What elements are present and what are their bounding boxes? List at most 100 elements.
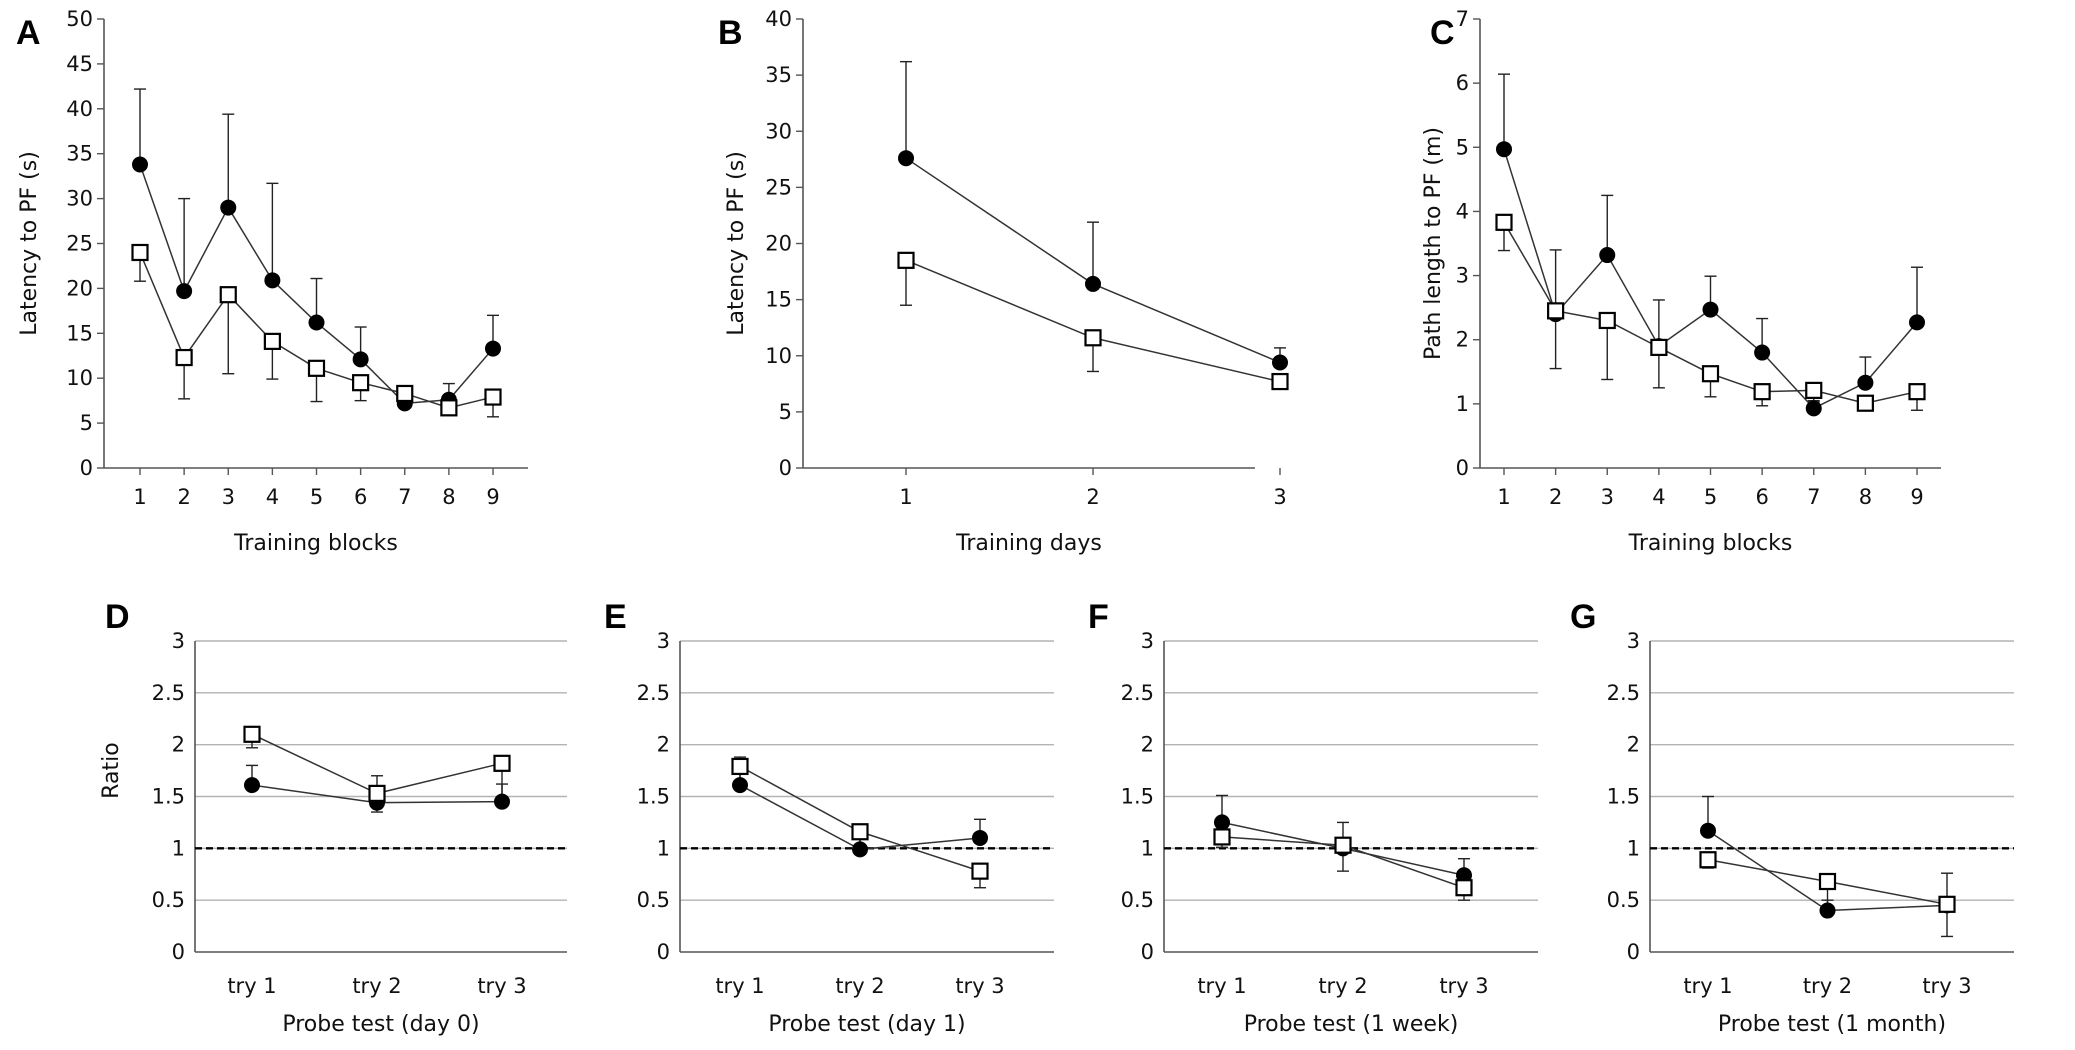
- x-axis-label: Training blocks: [1628, 531, 1793, 556]
- panel-d: 0 0.5 1 1.5 2 2.5 3 try 1 try 2 try 3 Probe test (…: [99, 598, 567, 1037]
- x-tick-label: 3: [222, 485, 235, 509]
- x-tick-label: 8: [1859, 485, 1872, 509]
- x-tick-label: 5: [1704, 485, 1717, 509]
- data-point-filled: [1496, 141, 1512, 158]
- data-point-filled: [244, 777, 260, 794]
- panel-letter: D: [105, 598, 130, 636]
- y-tick-label: 25: [765, 175, 792, 199]
- data-point-open: [731, 757, 749, 776]
- data-point-open: [1334, 836, 1352, 854]
- data-point-open: [440, 399, 458, 417]
- x-tick-label: 2: [1549, 485, 1562, 509]
- x-axis-label: Probe test (1 week): [1244, 1012, 1459, 1037]
- y-tick-label: 2: [1141, 733, 1154, 757]
- data-point-filled: [352, 351, 369, 368]
- data-point-open: [1805, 381, 1823, 399]
- data-point-open: [368, 784, 386, 802]
- y-tick-label: 2: [172, 733, 185, 757]
- panel-g: 0 0.5 1 1.5 2 2.5 3 try 1 try 2 try 3 Probe test (…: [1570, 598, 2014, 1037]
- y-tick-label: 0: [80, 456, 93, 480]
- data-point-open: [484, 388, 502, 406]
- data-point-open: [1455, 879, 1473, 897]
- data-point-filled: [176, 283, 193, 300]
- data-point-filled: [494, 793, 510, 810]
- data-point-filled: [1214, 814, 1230, 831]
- y-tick-label: 2: [1627, 733, 1640, 757]
- x-tick-label: 1: [133, 485, 146, 509]
- y-tick-label: 10: [765, 344, 792, 368]
- x-tick-label: 5: [310, 485, 323, 509]
- data-point-open: [352, 374, 370, 392]
- x-tick-label: try 2: [835, 974, 884, 998]
- x-tick-label: try 1: [715, 974, 764, 998]
- y-tick-label: 0.5: [152, 888, 185, 912]
- x-tick-label: 2: [177, 485, 190, 509]
- panel-e: 0 0.5 1 1.5 2 2.5 3 try 1 try 2 try 3 Probe test (…: [604, 598, 1054, 1037]
- y-tick-label: 5: [779, 400, 792, 424]
- panel-letter: G: [1570, 598, 1596, 636]
- data-point-open: [175, 348, 193, 367]
- data-point-filled: [220, 199, 237, 216]
- y-tick-label: 35: [765, 63, 792, 87]
- panel-letter: A: [16, 14, 41, 52]
- data-point-filled: [485, 340, 501, 357]
- y-tick-label: 1.5: [637, 785, 670, 809]
- y-tick-label: 0.5: [637, 888, 670, 912]
- panel-letter: C: [1430, 14, 1455, 52]
- x-tick-label: 1: [1497, 485, 1510, 509]
- x-tick-label: 7: [398, 485, 411, 509]
- y-tick-label: 4: [1456, 199, 1469, 223]
- y-tick-label: 5: [80, 411, 93, 435]
- y-tick-label: 15: [66, 321, 93, 345]
- y-tick-label: 30: [765, 119, 792, 143]
- panel-letter: E: [604, 598, 627, 636]
- x-tick-label: 7: [1807, 485, 1820, 509]
- y-axis-label: Latency to PF (s): [17, 151, 42, 336]
- y-tick-label: 3: [1141, 629, 1154, 653]
- data-point-filled: [1805, 400, 1822, 417]
- x-axis-label: Probe test (1 month): [1718, 1012, 1946, 1037]
- y-tick-label: 2.5: [637, 681, 670, 705]
- data-point-filled: [132, 156, 148, 173]
- y-tick-label: 40: [765, 7, 792, 31]
- x-tick-label: 1: [899, 485, 912, 509]
- y-tick-label: 35: [66, 142, 93, 166]
- data-point-filled: [1085, 275, 1101, 292]
- data-point-filled: [1819, 902, 1836, 919]
- x-tick-label: 6: [354, 485, 367, 509]
- x-tick-label: 3: [1273, 485, 1286, 509]
- data-point-open: [243, 725, 261, 743]
- y-tick-label: 1.5: [1121, 785, 1154, 809]
- panel-letter: B: [718, 14, 743, 52]
- data-point-open: [1856, 394, 1874, 412]
- data-point-open: [1753, 383, 1771, 401]
- panel-c: 0 1 2 3 4 5 6 7 1 2 3 4 5 6 7 8 9 Training blocks Path len…: [1421, 7, 1941, 556]
- y-tick-label: 45: [66, 52, 93, 76]
- x-tick-label: try 2: [352, 974, 401, 998]
- y-axis-label: Latency to PF (s): [724, 151, 749, 336]
- y-tick-label: 0: [779, 456, 792, 480]
- y-tick-label: 1: [1627, 836, 1640, 860]
- x-axis-label: Probe test (day 0): [282, 1012, 479, 1037]
- data-point-filled: [264, 272, 281, 289]
- y-tick-label: 2: [1456, 328, 1469, 352]
- y-axis-label: Ratio: [99, 742, 124, 798]
- y-tick-label: 1: [1456, 392, 1469, 416]
- data-point-open: [1699, 851, 1717, 869]
- x-tick-label: 4: [1652, 485, 1665, 509]
- x-tick-label: try 3: [477, 974, 526, 998]
- y-tick-label: 1: [172, 836, 185, 860]
- y-tick-label: 3: [657, 629, 670, 653]
- data-point-filled: [898, 150, 914, 167]
- x-tick-label: try 3: [1922, 974, 1971, 998]
- y-tick-label: 0: [1141, 940, 1154, 964]
- x-tick-label: 3: [1601, 485, 1614, 509]
- x-tick-label: 2: [1086, 485, 1099, 509]
- data-point-open: [851, 823, 869, 841]
- data-point-open: [897, 251, 915, 269]
- data-point-filled: [1599, 247, 1616, 264]
- x-axis-label: Training blocks: [233, 531, 398, 556]
- y-tick-label: 2: [657, 733, 670, 757]
- x-tick-label: try 3: [1439, 974, 1488, 998]
- y-tick-label: 20: [765, 232, 792, 256]
